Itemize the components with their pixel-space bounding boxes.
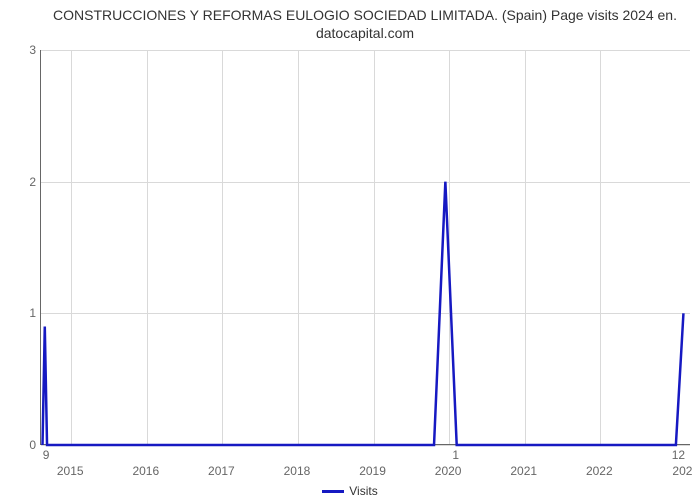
x-tick-label: 2015	[57, 464, 84, 478]
visits-line-chart: CONSTRUCCIONES Y REFORMAS EULOGIO SOCIED…	[0, 0, 700, 500]
data-point-label: 9	[43, 448, 50, 462]
plot-area	[40, 50, 690, 445]
x-tick-label: 2022	[586, 464, 613, 478]
data-point-label: 12	[672, 448, 685, 462]
x-tick-label: 2018	[284, 464, 311, 478]
x-tick-label: 2016	[132, 464, 159, 478]
y-tick-label: 3	[6, 43, 36, 57]
data-point-label: 1	[452, 448, 459, 462]
chart-title: CONSTRUCCIONES Y REFORMAS EULOGIO SOCIED…	[40, 6, 690, 42]
x-tick-label: 2017	[208, 464, 235, 478]
y-tick-label: 1	[6, 306, 36, 320]
title-line-1: CONSTRUCCIONES Y REFORMAS EULOGIO SOCIED…	[53, 7, 677, 23]
x-tick-label: 202	[672, 464, 692, 478]
x-tick-label: 2021	[510, 464, 537, 478]
x-tick-label: 2020	[435, 464, 462, 478]
series-line	[41, 50, 690, 444]
legend-swatch	[322, 490, 344, 493]
title-line-2: datocapital.com	[316, 25, 414, 41]
x-tick-label: 2019	[359, 464, 386, 478]
legend: Visits	[0, 483, 700, 498]
y-tick-label: 0	[6, 438, 36, 452]
legend-label: Visits	[349, 484, 377, 498]
y-tick-label: 2	[6, 175, 36, 189]
